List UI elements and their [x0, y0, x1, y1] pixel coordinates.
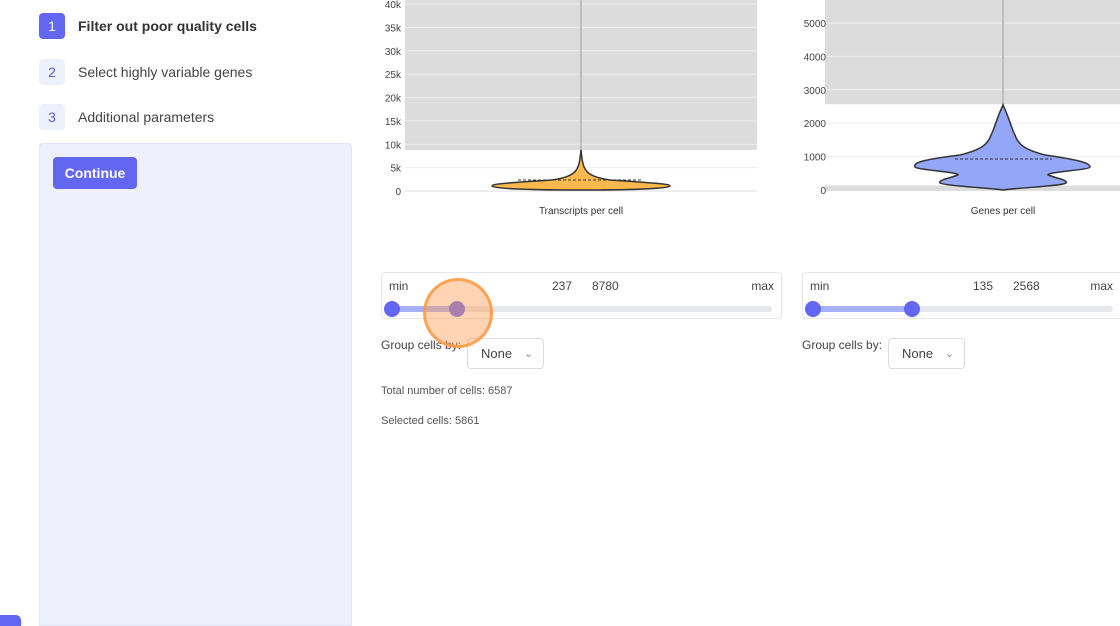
- selected-value: None: [902, 346, 934, 361]
- y-tick-label: 30k: [385, 47, 402, 58]
- genes-violin-chart: 0 1000 2000 3000 4000 5000 Genes per cell: [804, 0, 1120, 217]
- y-tick-label: 0: [395, 187, 401, 198]
- excluded-region-lower: [825, 185, 1120, 191]
- help-button[interactable]: [0, 615, 21, 626]
- y-tick-label: 5000: [804, 19, 827, 30]
- y-tick-label: 0: [820, 186, 826, 197]
- total-cells-text: Total number of cells: 6587: [381, 385, 513, 397]
- continue-button[interactable]: Continue: [53, 157, 137, 189]
- slider-min-label: min: [389, 279, 409, 293]
- x-axis-label: Genes per cell: [971, 206, 1035, 217]
- group-by-select[interactable]: None ⌄: [888, 338, 966, 369]
- slider-track[interactable]: [813, 306, 1113, 312]
- x-axis-label: Transcripts per cell: [539, 206, 623, 217]
- step-label: Select highly variable genes: [78, 64, 253, 80]
- group-by-select[interactable]: None ⌄: [467, 338, 545, 369]
- step-panel: Continue: [39, 143, 352, 626]
- chevron-down-icon: ⌄: [944, 348, 955, 360]
- step-number: 1: [39, 13, 65, 39]
- y-tick-label: 25k: [385, 70, 402, 81]
- slider-high-value: 2568: [1013, 279, 1040, 293]
- click-indicator: [423, 278, 493, 348]
- group-by-control: Group cells by: None ⌄: [802, 338, 966, 369]
- step-number: 3: [39, 104, 65, 130]
- y-tick-label: 10k: [385, 140, 402, 151]
- excluded-region-upper: [825, 0, 1120, 105]
- transcripts-violin-chart: 0 5k 10k 15k 20k 25k 30k 35k 40k Transcripts per…: [385, 0, 757, 217]
- violin-shape: [491, 149, 671, 191]
- step-3[interactable]: 3 Additional parameters: [39, 104, 214, 130]
- slider-high-thumb[interactable]: [904, 301, 920, 317]
- y-tick-label: 2000: [804, 119, 827, 130]
- y-tick-label: 4000: [804, 52, 827, 63]
- chevron-down-icon: ⌄: [523, 348, 534, 360]
- slider-track[interactable]: [392, 306, 772, 312]
- slider-low-value: 237: [552, 279, 573, 293]
- y-tick-label: 35k: [385, 23, 402, 34]
- y-tick-label: 40k: [385, 0, 402, 11]
- y-tick-label: 1000: [804, 153, 827, 164]
- selected-cells-text: Selected cells: 5861: [381, 415, 480, 427]
- y-tick-label: 3000: [804, 86, 827, 97]
- slider-min-label: min: [810, 279, 830, 293]
- slider-low-value: 135: [973, 279, 994, 293]
- y-tick-label: 20k: [385, 94, 402, 105]
- step-label: Filter out poor quality cells: [78, 18, 257, 34]
- slider-low-thumb[interactable]: [384, 301, 400, 317]
- slider-max-label: max: [1090, 279, 1113, 293]
- step-number: 2: [39, 59, 65, 85]
- violin-shape: [913, 103, 1091, 191]
- step-label: Additional parameters: [78, 109, 215, 125]
- selected-value: None: [481, 346, 513, 361]
- slider-low-thumb[interactable]: [805, 301, 821, 317]
- step-1[interactable]: 1 Filter out poor quality cells: [39, 13, 257, 39]
- slider-high-value: 8780: [592, 279, 619, 293]
- step-2[interactable]: 2 Select highly variable genes: [39, 59, 252, 85]
- group-by-label: Group cells by:: [802, 338, 883, 352]
- genes-range-slider[interactable]: min 135 2568 max: [802, 272, 1120, 319]
- y-tick-label: 5k: [390, 164, 402, 175]
- y-tick-label: 15k: [385, 117, 402, 128]
- slider-fill: [813, 306, 912, 312]
- slider-max-label: max: [751, 279, 774, 293]
